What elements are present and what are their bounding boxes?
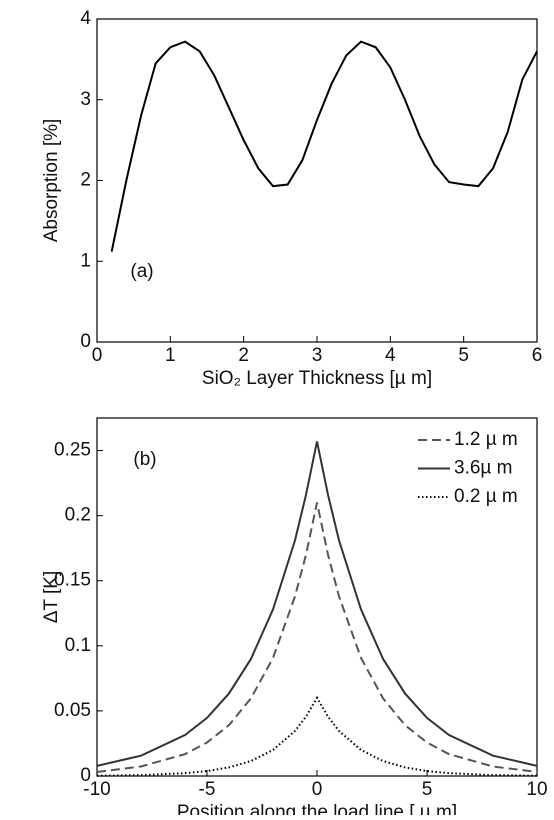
- y-tick-label: 0.15: [54, 570, 91, 591]
- y-axis-label: ΔT [K]: [41, 571, 62, 623]
- series-line: [96, 695, 538, 777]
- x-tick-label: -10: [83, 779, 110, 800]
- series-line: [96, 441, 538, 767]
- y-tick-label: 1: [80, 250, 91, 271]
- x-tick-label: 3: [312, 345, 323, 366]
- x-tick-label: 0: [92, 345, 103, 366]
- x-tick-label: 0: [312, 779, 323, 800]
- x-tick-label: 5: [458, 345, 469, 366]
- axes-box: [96, 18, 538, 343]
- x-tick-label: 5: [422, 779, 433, 800]
- annotation: (a): [130, 261, 153, 282]
- y-axis-label: Absorption [%]: [41, 119, 62, 243]
- y-tick-label: 0: [80, 331, 91, 352]
- x-axis-label: SiO₂ Layer Thickness [µ m]: [202, 368, 432, 389]
- y-tick-label: 0: [80, 765, 91, 786]
- y-tick-label: 0.05: [54, 700, 91, 721]
- x-tick-label: 1: [165, 345, 176, 366]
- y-tick-label: 0.1: [65, 635, 91, 656]
- series-line: [96, 502, 538, 773]
- x-axis-label: Position along the load line [ µ m]: [177, 802, 457, 815]
- x-tick-label: 2: [238, 345, 249, 366]
- x-tick-label: -5: [199, 779, 216, 800]
- legend-label: 3.6µ m: [454, 458, 512, 479]
- y-tick-label: 4: [80, 8, 91, 29]
- x-tick-label: 10: [526, 779, 547, 800]
- y-tick-label: 2: [80, 170, 91, 191]
- y-tick-label: 3: [80, 89, 91, 110]
- x-tick-label: 6: [532, 345, 543, 366]
- annotation: (b): [133, 449, 156, 470]
- y-tick-label: 0.2: [65, 505, 91, 526]
- legend-label: 1.2 µ m: [454, 429, 518, 450]
- legend-label: 0.2 µ m: [454, 486, 518, 507]
- x-tick-label: 4: [385, 345, 396, 366]
- series-line: [110, 40, 538, 252]
- y-tick-label: 0.25: [54, 440, 91, 461]
